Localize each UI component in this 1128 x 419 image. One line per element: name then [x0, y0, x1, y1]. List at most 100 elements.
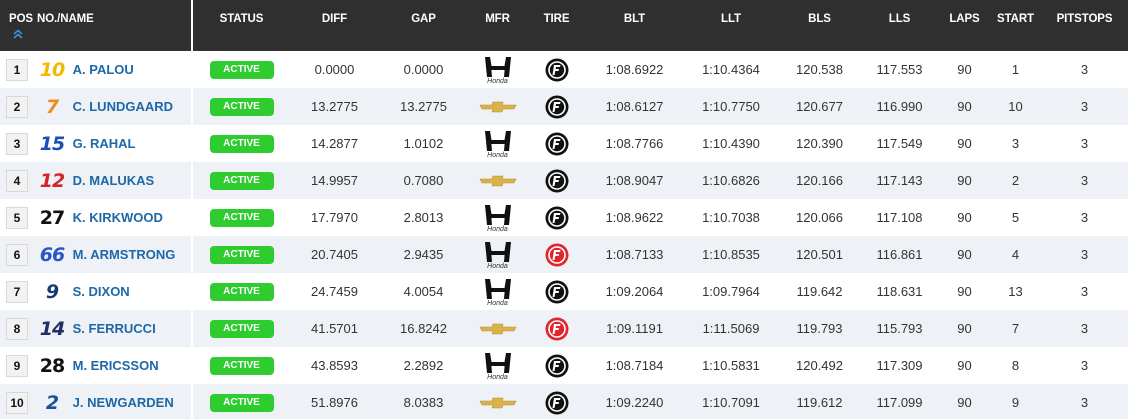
- driver-name-link[interactable]: A. PALOU: [72, 62, 134, 77]
- diff-cell: 24.7459: [311, 284, 358, 299]
- lls-cell: 115.793: [876, 321, 923, 336]
- llt-cell: 1:10.6826: [702, 173, 760, 188]
- honda-logo-icon: Honda: [468, 240, 527, 270]
- driver-name-link[interactable]: J. NEWGARDEN: [72, 395, 174, 410]
- table-row[interactable]: 2 7 C. LUNDGAARD ACTIVE 13.2775 13.2775 …: [0, 88, 1128, 125]
- tire-cell: [527, 51, 586, 88]
- name-cell: 66 M. ARMSTRONG: [37, 236, 192, 273]
- table-row[interactable]: 5 27 K. KIRKWOOD ACTIVE 17.7970 2.8013 H…: [0, 199, 1128, 236]
- status-cell: ACTIVE: [191, 162, 290, 199]
- driver-name-link[interactable]: G. RAHAL: [72, 136, 136, 151]
- status-badge: ACTIVE: [209, 135, 274, 153]
- pitstops-cell: 3: [1080, 395, 1089, 410]
- driver-name-link[interactable]: S. DIXON: [72, 284, 130, 299]
- tire-primary-icon: [527, 132, 586, 156]
- start-cell: 7: [1011, 321, 1020, 336]
- car-number: 12: [39, 169, 65, 192]
- driver-name-link[interactable]: K. KIRKWOOD: [72, 210, 163, 225]
- column-header-lls[interactable]: LLS: [888, 13, 911, 25]
- pos-cell: 2: [0, 88, 37, 125]
- pitstops-cell: 3: [1080, 136, 1089, 151]
- honda-logo-icon: Honda: [468, 55, 527, 85]
- column-header-start[interactable]: START: [997, 13, 1034, 25]
- table-row[interactable]: 6 66 M. ARMSTRONG ACTIVE 20.7405 2.9435 …: [0, 236, 1128, 273]
- driver-name-link[interactable]: M. ARMSTRONG: [72, 247, 176, 262]
- status-badge: ACTIVE: [209, 61, 274, 79]
- table-row[interactable]: 7 9 S. DIXON ACTIVE 24.7459 4.0054 Honda…: [0, 273, 1128, 310]
- blt-cell: 1:09.2240: [605, 395, 664, 410]
- car-number: 14: [39, 317, 65, 340]
- gap-cell: 16.8242: [400, 321, 447, 336]
- column-header-name[interactable]: NO./NAME: [37, 0, 192, 51]
- status-cell: ACTIVE: [191, 273, 290, 310]
- gap-cell: 0.7080: [403, 173, 444, 188]
- name-cell: 7 C. LUNDGAARD: [37, 88, 192, 125]
- chevrolet-bowtie-icon: [468, 323, 527, 335]
- honda-logo-label: Honda: [487, 77, 508, 85]
- status-cell: ACTIVE: [191, 236, 290, 273]
- start-cell: 5: [1011, 210, 1020, 225]
- name-cell: 2 J. NEWGARDEN: [37, 384, 192, 419]
- table-row[interactable]: 1 10 A. PALOU ACTIVE 0.0000 0.0000 Honda…: [0, 51, 1128, 88]
- column-header-pos[interactable]: POS: [0, 0, 37, 51]
- driver-name-link[interactable]: C. LUNDGAARD: [72, 99, 174, 114]
- laps-cell: 90: [957, 358, 972, 373]
- status-cell: ACTIVE: [191, 88, 290, 125]
- column-header-pos-label: POS: [9, 13, 33, 25]
- blt-cell: 1:08.6922: [605, 62, 664, 77]
- diff-cell: 13.2775: [311, 99, 358, 114]
- diff-cell: 41.5701: [311, 321, 358, 336]
- mfr-cell: Honda: [468, 236, 527, 273]
- tire-cell: [527, 384, 586, 419]
- honda-logo-label: Honda: [487, 373, 508, 381]
- laps-cell: 90: [957, 284, 972, 299]
- gap-cell: 4.0054: [403, 284, 444, 299]
- car-number: 27: [39, 206, 65, 229]
- status-cell: ACTIVE: [191, 125, 290, 162]
- laps-cell: 90: [957, 173, 972, 188]
- llt-cell: 1:10.4364: [702, 62, 760, 77]
- lls-cell: 117.143: [876, 173, 923, 188]
- column-header-blt[interactable]: BLT: [623, 13, 646, 25]
- double-chevron-up-icon[interactable]: [13, 29, 23, 39]
- mfr-cell: [468, 88, 527, 125]
- lls-cell: 117.553: [876, 62, 923, 77]
- pitstops-cell: 3: [1080, 210, 1089, 225]
- lls-cell: 117.108: [876, 210, 923, 225]
- car-number: 7: [45, 95, 59, 118]
- status-badge: ACTIVE: [209, 209, 274, 227]
- table-row[interactable]: 8 14 S. FERRUCCI ACTIVE 41.5701 16.8242 …: [0, 310, 1128, 347]
- pitstops-cell: 3: [1080, 284, 1089, 299]
- status-badge: ACTIVE: [209, 357, 274, 375]
- column-header-bls[interactable]: BLS: [808, 13, 831, 25]
- llt-cell: 1:10.8535: [702, 247, 760, 262]
- honda-logo-label: Honda: [487, 151, 508, 159]
- driver-name-link[interactable]: D. MALUKAS: [72, 173, 155, 188]
- tire-cell: [527, 273, 586, 310]
- column-header-pitstops[interactable]: PITSTOPS: [1056, 13, 1113, 25]
- column-header-status[interactable]: STATUS: [191, 0, 290, 51]
- llt-cell: 1:10.7091: [702, 395, 760, 410]
- driver-name-link[interactable]: S. FERRUCCI: [72, 321, 156, 336]
- tire-primary-icon: [527, 280, 586, 304]
- column-header-gap[interactable]: GAP: [411, 13, 436, 25]
- status-cell: ACTIVE: [191, 199, 290, 236]
- column-header-llt[interactable]: LLT: [721, 13, 741, 25]
- chevrolet-bowtie-icon: [468, 397, 527, 409]
- column-header-mfr[interactable]: MFR: [485, 13, 510, 25]
- table-row[interactable]: 3 15 G. RAHAL ACTIVE 14.2877 1.0102 Hond…: [0, 125, 1128, 162]
- column-header-tire[interactable]: TIRE: [543, 13, 570, 25]
- name-cell: 28 M. ERICSSON: [37, 347, 192, 384]
- table-row[interactable]: 9 28 M. ERICSSON ACTIVE 43.8593 2.2892 H…: [0, 347, 1128, 384]
- blt-cell: 1:09.2064: [605, 284, 664, 299]
- table-row[interactable]: 10 2 J. NEWGARDEN ACTIVE 51.8976 8.0383 …: [0, 384, 1128, 419]
- column-header-laps[interactable]: LAPS: [949, 13, 980, 25]
- bls-cell: 120.501: [796, 247, 843, 262]
- tire-alternate-icon: [527, 243, 586, 267]
- driver-name-link[interactable]: M. ERICSSON: [72, 358, 159, 373]
- tire-primary-icon: [527, 95, 586, 119]
- start-cell: 13: [1008, 284, 1023, 299]
- honda-logo-icon: Honda: [468, 277, 527, 307]
- table-row[interactable]: 4 12 D. MALUKAS ACTIVE 14.9957 0.7080 1:…: [0, 162, 1128, 199]
- column-header-diff[interactable]: DIFF: [321, 13, 348, 25]
